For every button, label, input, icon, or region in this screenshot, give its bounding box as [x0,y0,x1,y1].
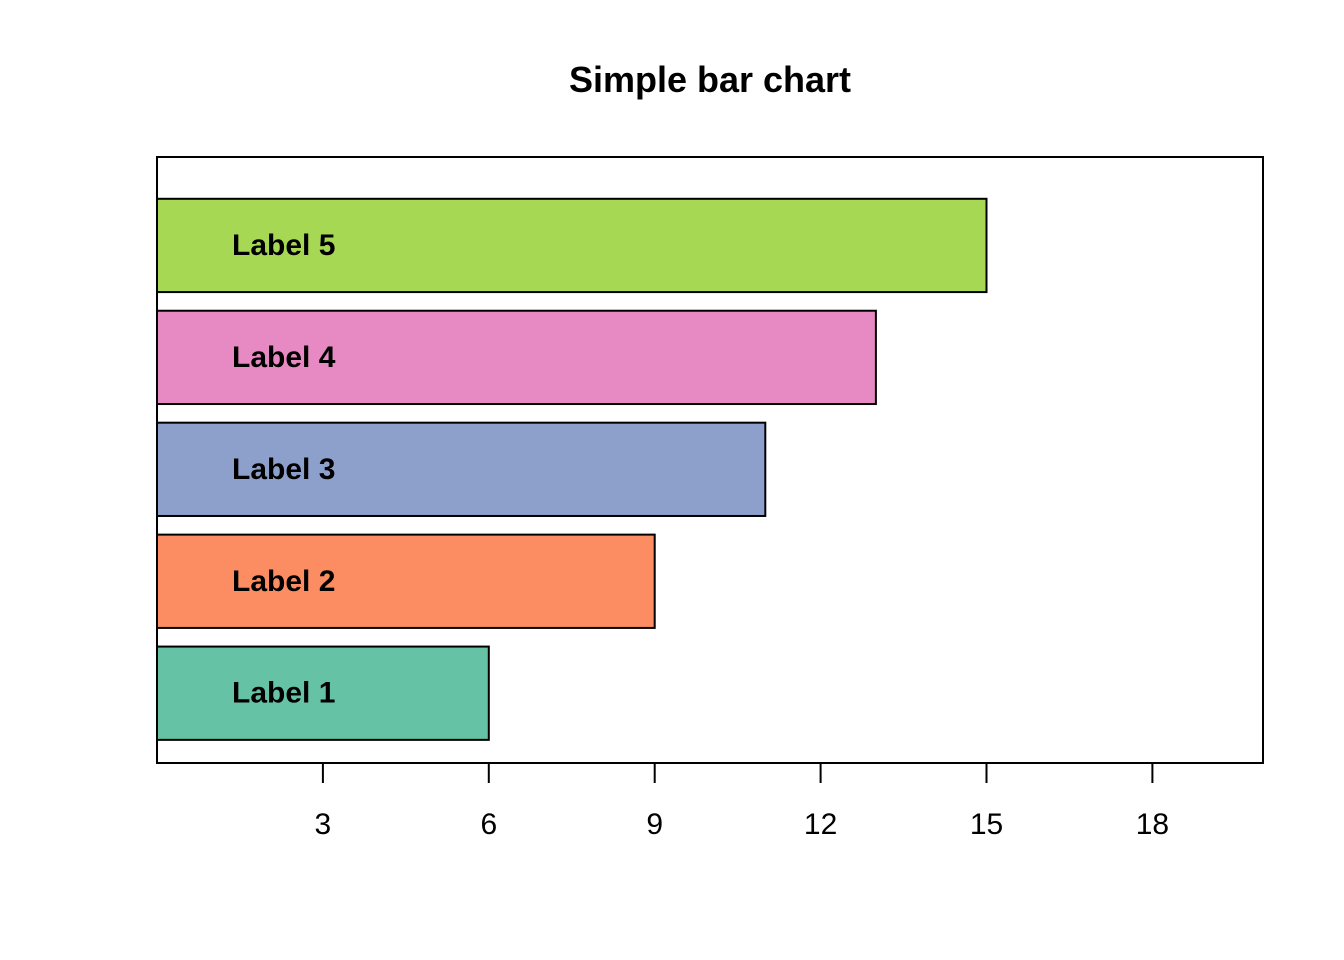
bar-2 [156,533,656,629]
bar-label-1: Label 1 [232,677,335,710]
bar-label-3: Label 3 [232,453,335,486]
bar-label-4: Label 4 [232,341,336,374]
x-tick-label: 9 [646,808,663,841]
bar-5 [156,197,988,294]
x-axis: 3 6 9 12 15 18 [315,762,1169,841]
x-tick-label: 12 [804,808,837,841]
bar-label-5: Label 5 [232,229,335,262]
bar-labels-group: Label 1 Label 2 Label 3 Label 4 Label 5 [232,229,336,710]
x-tick-label: 3 [315,808,332,841]
bar-4 [156,309,877,406]
x-tick-label: 6 [480,808,497,841]
chart-title: Simple bar chart [569,59,851,100]
x-tick-label: 15 [970,808,1003,841]
x-tick-label: 18 [1136,808,1169,841]
bar-1 [156,645,490,741]
bars-group [156,197,988,741]
bar-label-2: Label 2 [232,565,335,598]
bar-3 [156,421,767,517]
